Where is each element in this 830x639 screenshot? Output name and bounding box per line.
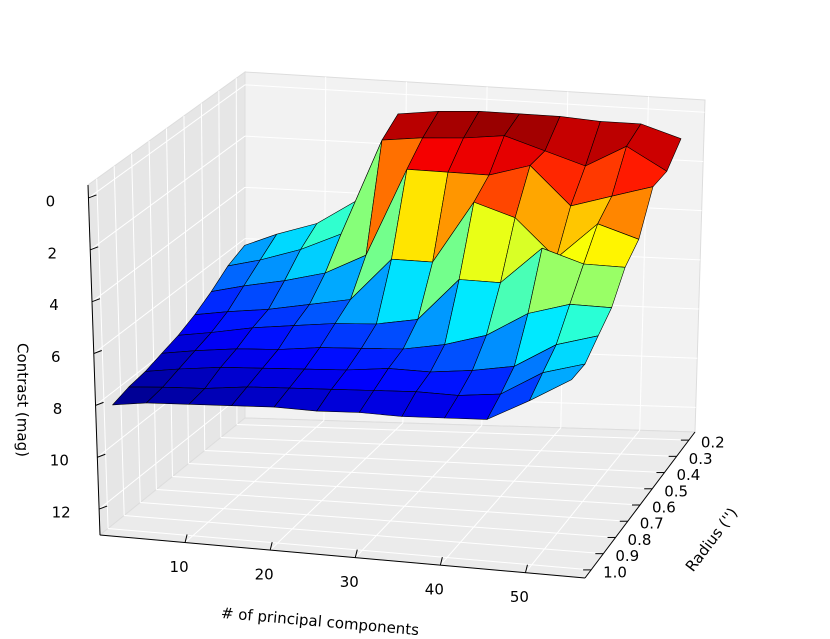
z-tick-label: 8 — [53, 400, 63, 418]
z-tick — [88, 194, 97, 199]
x-tick — [354, 549, 358, 558]
y-tick-label: 1.0 — [603, 563, 627, 581]
z-tick — [95, 401, 104, 406]
grid-line — [131, 153, 141, 503]
z-tick — [91, 298, 101, 303]
z-axis-label: Contrast (mag) — [14, 343, 32, 457]
z-tick — [97, 453, 106, 458]
x-tick — [439, 557, 443, 566]
surface-face — [529, 363, 586, 402]
z-tick — [93, 350, 102, 354]
grid-line — [236, 424, 689, 441]
grid-line — [172, 476, 641, 506]
x-tick — [269, 541, 273, 551]
x-tick-label: 10 — [170, 558, 189, 576]
grid-line — [183, 115, 190, 464]
z-tick-label: 4 — [49, 296, 59, 314]
y-tick-label: 0.8 — [628, 531, 652, 549]
y-tick-label: 0.6 — [652, 499, 676, 517]
x-tick-label: 30 — [340, 573, 359, 591]
x-tick-label: 50 — [510, 588, 529, 606]
z-tick-label: 10 — [50, 452, 69, 470]
grid-line — [96, 178, 109, 529]
x-tick — [184, 534, 188, 543]
grid-line — [148, 141, 157, 490]
grid-line — [113, 166, 125, 516]
y-tick-label: 0.4 — [676, 466, 700, 484]
y-tick-label: 0.7 — [640, 515, 664, 533]
grid-line — [188, 463, 653, 490]
z-tick-label: 6 — [51, 348, 61, 366]
axis-line — [87, 184, 101, 536]
z-tick — [98, 505, 108, 510]
grid-line — [108, 528, 592, 571]
grid-line — [166, 128, 173, 477]
y-axis-label: Radius ('') — [682, 504, 742, 575]
x-axis-label: # of principal components — [220, 604, 420, 639]
x-tick-label: 40 — [425, 581, 444, 599]
grid-line — [140, 502, 616, 538]
grid-line — [156, 489, 628, 522]
grid-line — [204, 450, 665, 474]
y-tick-label: 0.3 — [689, 450, 713, 468]
y-tick-label: 0.5 — [664, 482, 688, 500]
z-tick-label: 2 — [47, 244, 57, 262]
axis-line — [99, 534, 586, 579]
grid-line — [124, 515, 604, 555]
grid-line — [220, 437, 677, 457]
z-tick-label: 0 — [46, 192, 56, 210]
z-tick — [90, 246, 99, 251]
grid-line — [244, 84, 705, 113]
x-tick — [524, 564, 528, 573]
y-tick-label: 0.2 — [701, 434, 725, 452]
z-tick-label: 12 — [52, 504, 71, 522]
y-tick-label: 0.9 — [615, 547, 639, 565]
x-tick-label: 20 — [255, 566, 274, 584]
